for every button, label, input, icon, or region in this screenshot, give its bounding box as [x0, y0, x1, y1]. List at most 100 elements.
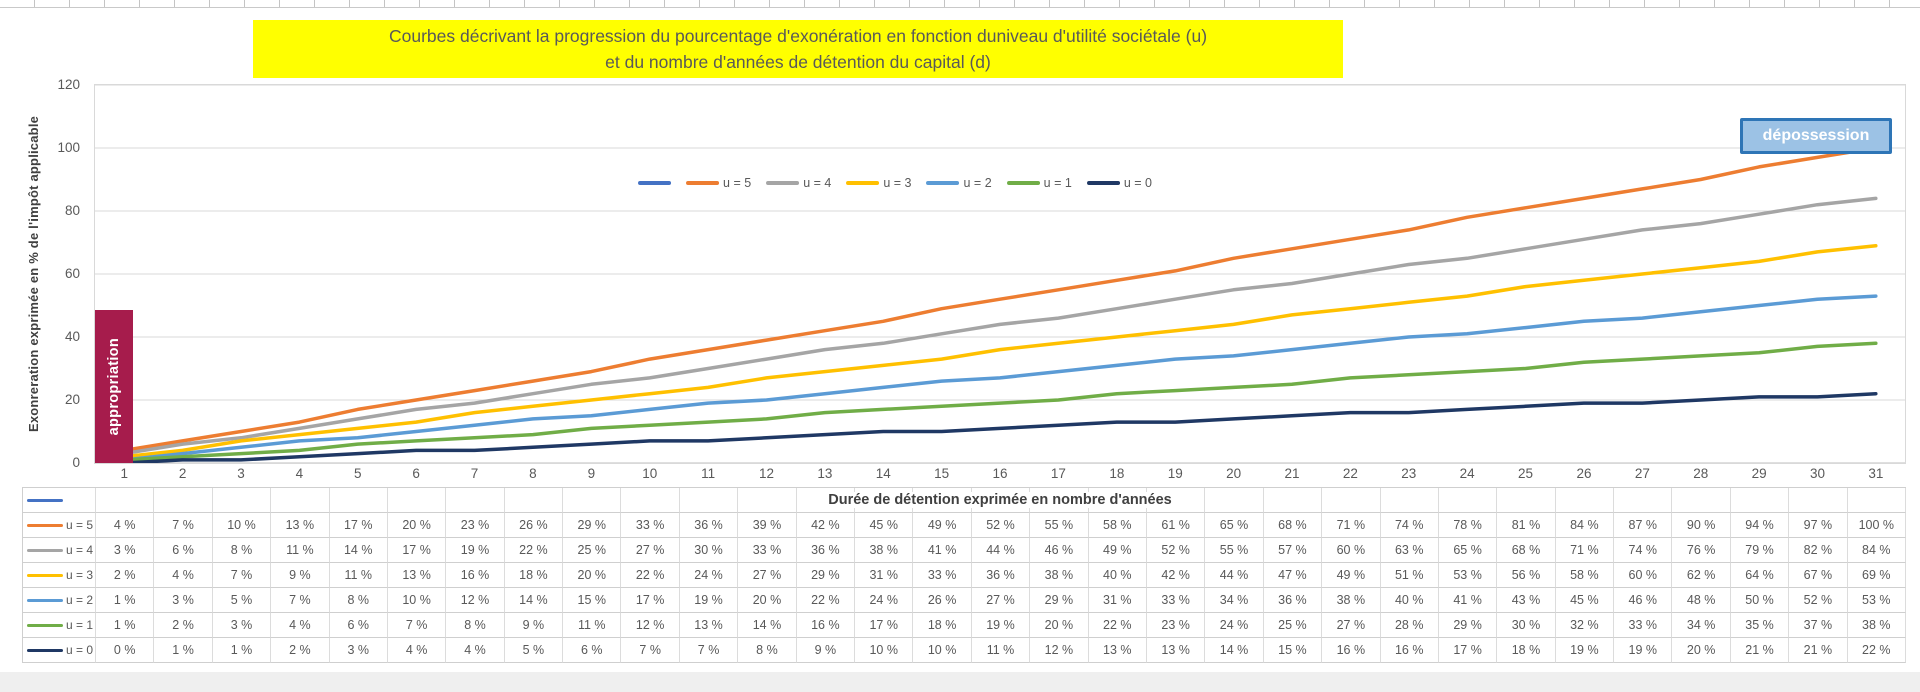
table-cell-u=5-d15: 49 % [913, 513, 972, 538]
legend-label-u=1: u = 1 [1043, 176, 1072, 190]
table-cell-u=5-d24: 78 % [1438, 513, 1498, 538]
table-cell-empty [679, 488, 739, 513]
table-legend-cell-u=3: u = 3 [23, 563, 96, 588]
table-series-label-u=5: u = 5 [66, 518, 94, 532]
table-cell-u=5-d31: 100 % [1847, 513, 1906, 538]
table-cell-u=0-d5: 3 % [329, 638, 388, 663]
table-cell-u=4-d1: 3 % [96, 538, 155, 563]
table-cell-u=4-d19: 52 % [1146, 538, 1206, 563]
depossession-label-box: dépossession [1740, 118, 1892, 154]
table-cell-u=0-d22: 16 % [1322, 638, 1381, 663]
table-cell-u=1-d27: 33 % [1614, 613, 1673, 638]
table-cell-u=5-d29: 94 % [1730, 513, 1790, 538]
table-cell-u=2-d9: 15 % [563, 588, 622, 613]
x-tick-label-31: 31 [1868, 466, 1884, 481]
table-cell-empty [621, 488, 680, 513]
table-cell-u=5-d1: 4 % [96, 513, 155, 538]
table-cell-u=3-d29: 64 % [1730, 563, 1790, 588]
table-cell-empty [1847, 488, 1906, 513]
table-cell-u=2-d24: 41 % [1438, 588, 1498, 613]
table-cell-u=3-d12: 27 % [738, 563, 797, 588]
table-cell-u=1-d28: 34 % [1672, 613, 1731, 638]
table-cell-u=4-d31: 84 % [1847, 538, 1906, 563]
table-cell-empty [1730, 488, 1790, 513]
table-cell-u=4-d11: 30 % [679, 538, 739, 563]
y-tick-label-40: 40 [64, 329, 80, 344]
table-cell-u=0-d20: 14 % [1205, 638, 1264, 663]
x-tick-label-12: 12 [758, 466, 774, 481]
table-cell-u=2-d25: 43 % [1497, 588, 1556, 613]
table-cell-u=4-d20: 55 % [1205, 538, 1264, 563]
table-cell-u=0-d27: 19 % [1614, 638, 1673, 663]
table-cell-u=0-d13: 9 % [796, 638, 856, 663]
table-cell-u=4-d26: 71 % [1555, 538, 1615, 563]
table-cell-u=3-d6: 13 % [387, 563, 447, 588]
table-cell-u=2-d3: 5 % [212, 588, 272, 613]
table-cell-u=0-d16: 11 % [971, 638, 1031, 663]
legend-swatch-u=0 [1086, 181, 1120, 185]
table-cell-u=1-d9: 11 % [563, 613, 622, 638]
y-tick-label-0: 0 [72, 455, 80, 470]
legend-item-blank [638, 181, 672, 185]
x-tick-label-9: 9 [587, 466, 596, 481]
table-cell-u=2-d22: 38 % [1322, 588, 1381, 613]
table-cell-u=3-d21: 47 % [1263, 563, 1323, 588]
table-cell-u=1-d22: 27 % [1322, 613, 1381, 638]
table-cell-u=0-d15: 10 % [913, 638, 972, 663]
x-tick-label-14: 14 [875, 466, 891, 481]
table-cell-u=4-d3: 8 % [212, 538, 272, 563]
table-cell-u=5-d23: 74 % [1380, 513, 1439, 538]
chart-title-line1: Courbes décrivant la progression du pour… [388, 26, 1208, 46]
table-cell-u=3-d9: 20 % [563, 563, 622, 588]
table-cell-u=0-d14: 10 % [855, 638, 914, 663]
legend-label-u=4: u = 4 [803, 176, 832, 190]
table-cell-u=2-d10: 17 % [621, 588, 680, 613]
x-tick-label-22: 22 [1342, 466, 1358, 481]
table-cell-u=2-d4: 7 % [271, 588, 330, 613]
x-tick-label-5: 5 [354, 466, 362, 481]
table-cell-u=1-d4: 4 % [271, 613, 330, 638]
table-cell-u=3-d23: 51 % [1380, 563, 1439, 588]
legend-swatch-u=5 [686, 181, 720, 185]
table-cell-empty [1263, 488, 1323, 513]
table-cell-u=2-d16: 27 % [971, 588, 1031, 613]
x-tick-label-11: 11 [701, 466, 716, 481]
table-cell-u=1-d21: 25 % [1263, 613, 1323, 638]
table-cell-u=0-d10: 7 % [621, 638, 680, 663]
table-cell-u=3-d4: 9 % [271, 563, 330, 588]
table-cell-u=2-d29: 50 % [1730, 588, 1790, 613]
table-series-swatch-u=1 [27, 623, 63, 627]
table-cell-u=5-d4: 13 % [271, 513, 330, 538]
table-cell-u=1-d23: 28 % [1380, 613, 1439, 638]
table-cell-u=1-d14: 17 % [855, 613, 914, 638]
appropriation-label-box: appropriation [95, 310, 133, 463]
x-tick-label-20: 20 [1226, 466, 1242, 481]
table-cell-u=2-d7: 12 % [446, 588, 505, 613]
table-cell-u=5-d6: 20 % [387, 513, 447, 538]
table-cell-u=5-d19: 61 % [1146, 513, 1206, 538]
y-tick-label-60: 60 [64, 266, 80, 281]
x-tick-label-7: 7 [470, 466, 479, 481]
table-cell-u=4-d10: 27 % [621, 538, 680, 563]
table-cell-u=3-d19: 42 % [1146, 563, 1206, 588]
table-cell-empty [563, 488, 622, 513]
table-cell-u=0-d11: 7 % [679, 638, 739, 663]
table-cell-u=0-d12: 8 % [738, 638, 797, 663]
table-cell-u=2-d2: 3 % [154, 588, 213, 613]
table-cell-u=1-d30: 37 % [1789, 613, 1848, 638]
table-cell-u=4-d13: 36 % [796, 538, 856, 563]
table-series-label-u=4: u = 4 [66, 543, 94, 557]
table-cell-empty [1789, 488, 1848, 513]
table-cell-u=4-d17: 46 % [1030, 538, 1089, 563]
x-tick-label-24: 24 [1459, 466, 1475, 481]
table-cell-u=0-d23: 16 % [1380, 638, 1439, 663]
legend-item-u=2: u = 2 [926, 176, 992, 190]
table-cell-empty [1205, 488, 1264, 513]
table-cell-u=1-d13: 16 % [796, 613, 856, 638]
table-cell-u=1-d20: 24 % [1205, 613, 1264, 638]
table-cell-u=3-d27: 60 % [1614, 563, 1673, 588]
y-axis-ticks: 0 20 40 60 80 100 120 [40, 77, 88, 470]
table-cell-u=4-d28: 76 % [1672, 538, 1731, 563]
table-cell-u=2-d13: 22 % [796, 588, 856, 613]
